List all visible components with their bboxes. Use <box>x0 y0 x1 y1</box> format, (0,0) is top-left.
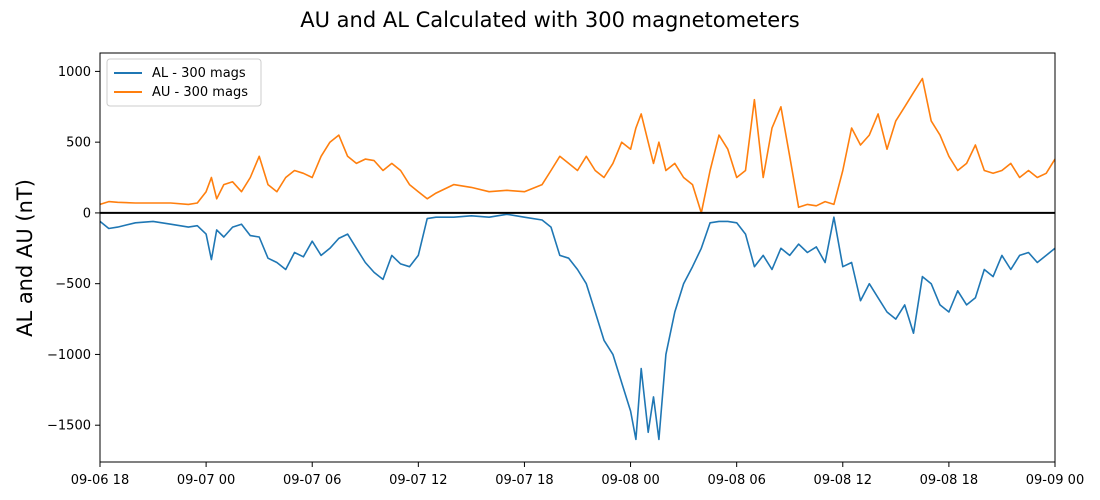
plot-frame <box>99 52 1056 463</box>
y-tick-label: 1000 <box>58 65 91 80</box>
x-tick-label: 09-08 12 <box>814 473 872 488</box>
x-tick-label: 09-07 18 <box>495 473 553 488</box>
legend-label-al: AL - 300 mags <box>152 66 246 81</box>
x-tick-label: 09-07 00 <box>177 473 235 488</box>
y-axis-label: AL and AU (nT) <box>13 179 37 337</box>
series-line-au <box>99 77 1056 214</box>
y-tick-label: −1000 <box>47 348 91 363</box>
x-tick-label: 09-08 18 <box>920 473 978 488</box>
y-tick-label: 0 <box>83 206 91 221</box>
y-tick-label: −500 <box>55 277 91 292</box>
series-line-al <box>99 213 1056 441</box>
series-layer <box>99 77 1056 441</box>
y-tick-label: −1500 <box>47 419 91 434</box>
plot-area <box>100 53 1055 462</box>
x-tick-label: 09-07 06 <box>283 473 341 488</box>
axis-ticks: 09-06 18 09-07 00 09-07 06 09-07 12 09-07 18… <box>47 65 1084 488</box>
x-tick-label: 09-07 12 <box>389 473 447 488</box>
chart-title: AU and AL Calculated with 300 magnetomet… <box>300 8 799 32</box>
y-tick-label: 500 <box>66 136 91 151</box>
x-tick-label: 09-08 00 <box>601 473 659 488</box>
x-tick-label: 09-09 00 <box>1026 473 1084 488</box>
x-tick-label: 09-08 06 <box>707 473 765 488</box>
x-tick-label: 09-06 18 <box>71 473 129 488</box>
legend-label-au: AU - 300 mags <box>152 85 248 100</box>
legend: AL - 300 mags AU - 300 mags <box>106 58 262 107</box>
legend-box <box>106 58 262 107</box>
